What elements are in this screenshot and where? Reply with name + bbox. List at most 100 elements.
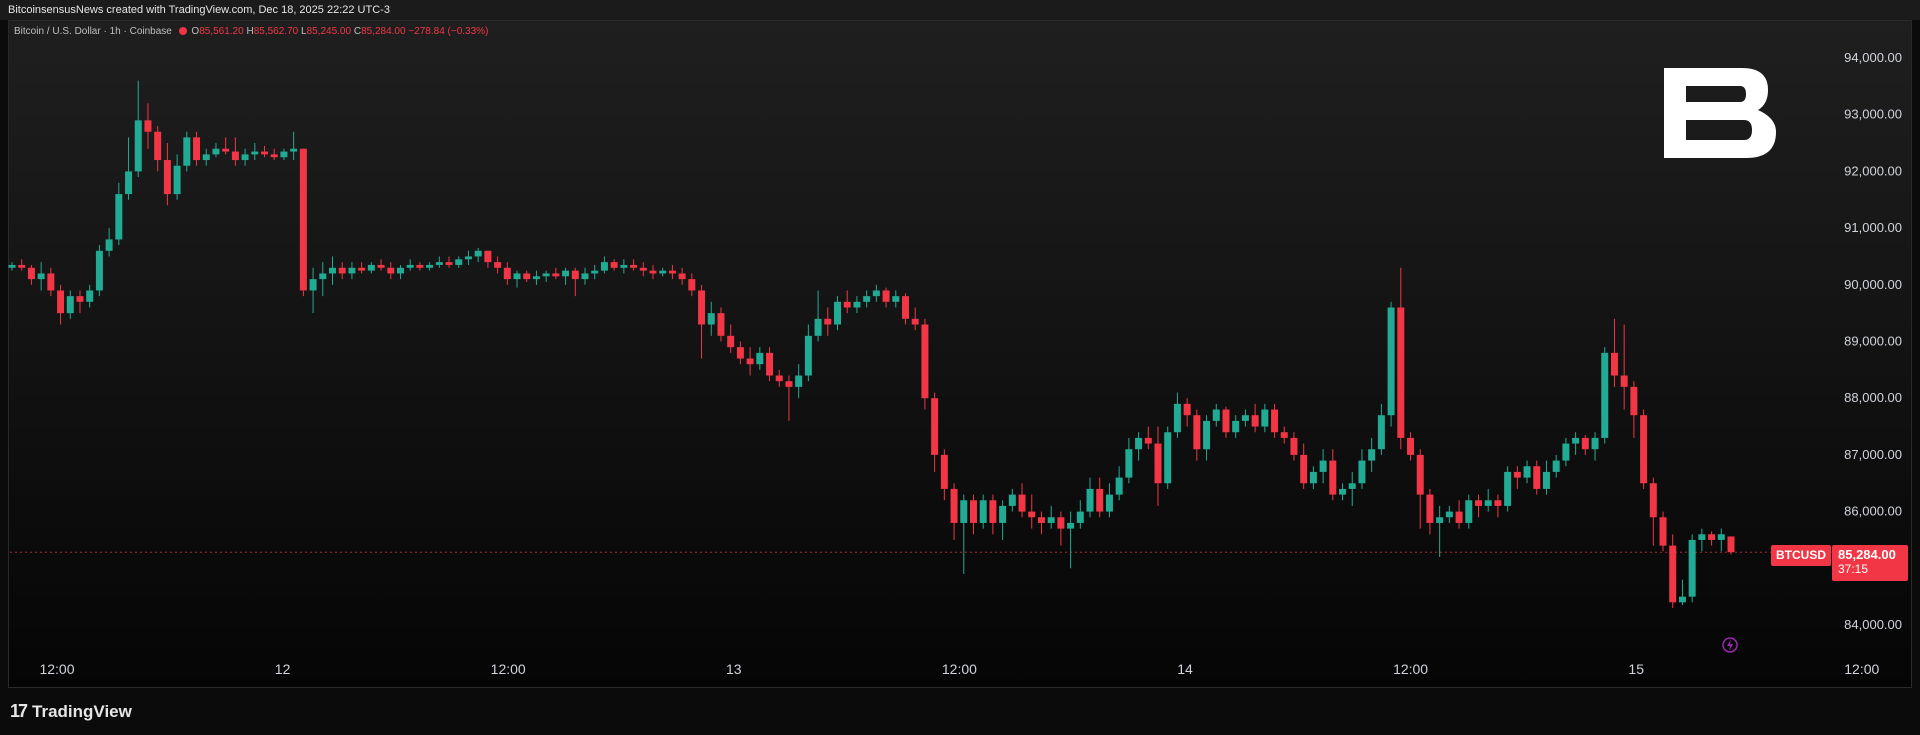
candle-body [872, 290, 880, 297]
candle-body [989, 500, 997, 523]
candle-body [309, 279, 317, 291]
candle-body [960, 500, 968, 523]
x-tick-label: 12 [275, 661, 291, 677]
symbol-label[interactable]: Bitcoin / U.S. Dollar · 1h · Coinbase [14, 26, 172, 37]
candle-body [1591, 437, 1599, 450]
candle-body [736, 347, 744, 359]
candle-body [115, 194, 123, 240]
candle-body [1222, 409, 1230, 433]
candle-body [1086, 488, 1094, 512]
candle-body [1271, 409, 1279, 433]
candle-body [1125, 449, 1133, 478]
candle-body [231, 151, 239, 161]
candle-body [367, 264, 375, 271]
candle-body [435, 262, 443, 265]
y-tick-label: 84,000.00 [1844, 617, 1902, 632]
candle-body [173, 165, 181, 195]
candle-body [1261, 409, 1269, 427]
candle-body [969, 500, 977, 523]
candle-body [1096, 488, 1104, 512]
candle-body [95, 250, 103, 291]
x-tick-label: 13 [726, 661, 742, 677]
candle-body [1037, 517, 1045, 523]
candle-body [1203, 420, 1211, 450]
candle-body [1717, 534, 1725, 540]
chart-panel[interactable] [8, 20, 1912, 688]
candle-body [581, 273, 589, 280]
candle-body [1572, 437, 1580, 444]
candle-body [1144, 437, 1152, 444]
candle-body [513, 273, 521, 280]
candle-body [290, 148, 298, 152]
candle-body [1339, 488, 1347, 495]
candle-body [911, 318, 919, 325]
candle-body [280, 151, 288, 158]
open-label: O [191, 26, 200, 37]
candle-body [1523, 466, 1531, 478]
candle-body [270, 154, 278, 158]
candle-body [591, 270, 599, 274]
x-tick-label: 12:00 [39, 661, 74, 677]
candle-body [1455, 511, 1463, 523]
x-tick-label: 15 [1628, 661, 1644, 677]
candle-body [1630, 386, 1638, 416]
candle-body [678, 273, 686, 280]
candle-body [1173, 403, 1181, 433]
candle-body [1076, 511, 1084, 523]
market-status-dot [178, 27, 187, 35]
candle-body [523, 273, 531, 280]
y-tick-label: 88,000.00 [1844, 390, 1902, 405]
candle-body [785, 381, 793, 387]
candle-body [1669, 545, 1677, 603]
candle-body [688, 279, 696, 291]
brand-b-logo [1664, 68, 1776, 158]
candle-body [571, 270, 579, 280]
candle-body [1513, 471, 1521, 478]
candle-body [940, 454, 948, 489]
candle-body [532, 276, 540, 280]
candle-body [47, 273, 55, 291]
candle-body [668, 270, 676, 274]
y-tick-label: 94,000.00 [1844, 50, 1902, 65]
candle-body [1484, 500, 1492, 506]
last-price: 85,284.00 [1838, 547, 1896, 562]
lightning-icon [1722, 637, 1738, 653]
candle-body [202, 154, 210, 161]
candle-body [1135, 437, 1143, 450]
candle-body [1154, 443, 1162, 484]
candle-body [1474, 500, 1482, 506]
candle-body [1183, 403, 1191, 416]
candle-body [455, 259, 463, 265]
x-tick-label: 12:00 [1844, 661, 1879, 677]
tradingview-logo[interactable]: 17 TradingView [10, 701, 132, 722]
candle-body [1562, 443, 1570, 461]
tradingview-brand: TradingView [32, 701, 132, 721]
candle-body [1057, 517, 1065, 529]
ohlc-legend: Bitcoin / U.S. Dollar · 1h · Coinbase O8… [14, 26, 488, 37]
candle-body [1698, 534, 1706, 540]
candle-body [1377, 415, 1385, 450]
candle-body [1290, 437, 1298, 455]
candle-body [37, 273, 45, 280]
candle-body [1601, 352, 1609, 438]
candle-body [1436, 517, 1444, 523]
candle-body [261, 151, 269, 155]
y-tick-label: 89,000.00 [1844, 334, 1902, 349]
candle-body [766, 352, 774, 376]
candle-body [1028, 511, 1036, 518]
candle-body [1494, 500, 1502, 506]
caption-text: BitcoinsensusNews created with TradingVi… [8, 4, 390, 16]
lightning-icon-bolt [1727, 639, 1733, 651]
x-tick-label: 14 [1177, 661, 1193, 677]
candle-body [552, 273, 560, 277]
candle-body [1008, 494, 1016, 506]
candle-body [1280, 432, 1288, 438]
candle-body [834, 301, 842, 325]
candle-body [1047, 517, 1055, 523]
candle-body [125, 171, 133, 195]
candle-body [212, 148, 220, 155]
candle-body [999, 505, 1007, 523]
open-value: 85,561.20 [199, 26, 244, 37]
y-tick-label: 87,000.00 [1844, 447, 1902, 462]
